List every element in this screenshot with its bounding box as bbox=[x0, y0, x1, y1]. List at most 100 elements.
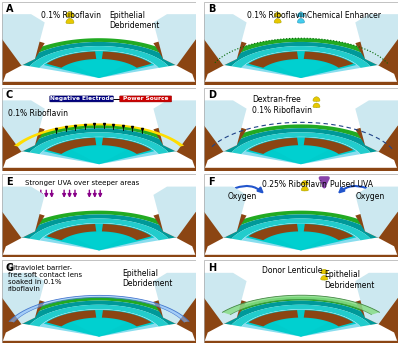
Polygon shape bbox=[304, 310, 353, 326]
Polygon shape bbox=[204, 100, 246, 152]
Polygon shape bbox=[2, 211, 45, 257]
Polygon shape bbox=[12, 297, 186, 323]
Text: Power Source: Power Source bbox=[123, 97, 168, 101]
Polygon shape bbox=[9, 295, 189, 322]
Polygon shape bbox=[241, 309, 360, 337]
Polygon shape bbox=[214, 211, 388, 237]
Polygon shape bbox=[274, 146, 328, 164]
Polygon shape bbox=[321, 275, 328, 280]
Polygon shape bbox=[2, 298, 45, 343]
Polygon shape bbox=[298, 18, 304, 23]
Polygon shape bbox=[355, 125, 398, 171]
Polygon shape bbox=[248, 138, 298, 154]
Polygon shape bbox=[232, 46, 370, 68]
Polygon shape bbox=[246, 51, 356, 78]
Text: C: C bbox=[6, 90, 13, 100]
Polygon shape bbox=[154, 187, 196, 238]
Text: D: D bbox=[208, 90, 216, 100]
Polygon shape bbox=[222, 295, 380, 315]
Text: G: G bbox=[6, 263, 14, 273]
Polygon shape bbox=[241, 137, 360, 164]
Polygon shape bbox=[222, 128, 380, 152]
Polygon shape bbox=[66, 12, 74, 17]
Polygon shape bbox=[2, 82, 196, 85]
Polygon shape bbox=[12, 38, 186, 65]
Polygon shape bbox=[304, 51, 353, 68]
Polygon shape bbox=[30, 305, 168, 327]
Polygon shape bbox=[355, 298, 398, 343]
Text: Epithelial
Debridement: Epithelial Debridement bbox=[109, 11, 159, 30]
Polygon shape bbox=[204, 125, 246, 171]
Polygon shape bbox=[66, 18, 74, 24]
Polygon shape bbox=[313, 103, 320, 108]
Polygon shape bbox=[355, 14, 398, 66]
Polygon shape bbox=[274, 60, 328, 78]
Polygon shape bbox=[204, 39, 246, 85]
Polygon shape bbox=[72, 146, 126, 164]
Polygon shape bbox=[20, 42, 178, 66]
Text: Pulsed UVA: Pulsed UVA bbox=[330, 180, 373, 189]
Text: Donor Lenticule: Donor Lenticule bbox=[262, 266, 323, 275]
Polygon shape bbox=[2, 14, 45, 66]
Polygon shape bbox=[355, 100, 398, 152]
Polygon shape bbox=[47, 310, 96, 326]
Polygon shape bbox=[20, 214, 178, 239]
Polygon shape bbox=[102, 51, 152, 68]
Polygon shape bbox=[204, 82, 398, 85]
Polygon shape bbox=[2, 187, 45, 238]
Polygon shape bbox=[204, 168, 398, 171]
Text: Ultraviolet barrier-
free soft contact lens
soaked in 0.1%
riboflavin: Ultraviolet barrier- free soft contact l… bbox=[8, 265, 82, 292]
Polygon shape bbox=[30, 218, 168, 240]
Polygon shape bbox=[154, 298, 196, 343]
Polygon shape bbox=[2, 168, 196, 171]
Polygon shape bbox=[72, 60, 126, 78]
Polygon shape bbox=[274, 232, 328, 250]
Polygon shape bbox=[30, 132, 168, 154]
Polygon shape bbox=[204, 255, 398, 257]
Text: 0.25% Riboflavin: 0.25% Riboflavin bbox=[262, 180, 327, 189]
Polygon shape bbox=[44, 310, 154, 337]
Polygon shape bbox=[154, 14, 196, 66]
Polygon shape bbox=[355, 211, 398, 257]
Polygon shape bbox=[20, 300, 178, 325]
Polygon shape bbox=[40, 223, 159, 250]
Polygon shape bbox=[154, 125, 196, 171]
Text: 0.1% Riboflavin: 0.1% Riboflavin bbox=[246, 11, 306, 20]
Polygon shape bbox=[47, 51, 96, 68]
Polygon shape bbox=[204, 187, 246, 238]
Polygon shape bbox=[222, 214, 380, 239]
Polygon shape bbox=[304, 224, 353, 240]
Polygon shape bbox=[2, 100, 45, 152]
Polygon shape bbox=[154, 211, 196, 257]
Polygon shape bbox=[40, 309, 159, 337]
Text: Dextran-free
0.1% Riboflavin: Dextran-free 0.1% Riboflavin bbox=[252, 96, 312, 115]
Polygon shape bbox=[40, 137, 159, 164]
Text: B: B bbox=[208, 4, 215, 14]
FancyBboxPatch shape bbox=[120, 96, 172, 102]
Polygon shape bbox=[20, 128, 178, 152]
Polygon shape bbox=[204, 14, 246, 66]
Text: H: H bbox=[208, 263, 216, 273]
Polygon shape bbox=[154, 100, 196, 152]
Polygon shape bbox=[102, 310, 152, 326]
Text: A: A bbox=[6, 4, 13, 14]
Text: 0.1% Riboflavin: 0.1% Riboflavin bbox=[8, 109, 68, 118]
Polygon shape bbox=[214, 125, 388, 151]
Polygon shape bbox=[355, 187, 398, 238]
Polygon shape bbox=[154, 273, 196, 324]
Polygon shape bbox=[274, 12, 281, 17]
Text: Chemical Enhancer: Chemical Enhancer bbox=[307, 11, 381, 20]
Polygon shape bbox=[321, 269, 328, 274]
Polygon shape bbox=[44, 224, 154, 250]
Text: Negative Electrode: Negative Electrode bbox=[50, 97, 114, 101]
Polygon shape bbox=[47, 138, 96, 154]
Polygon shape bbox=[154, 39, 196, 85]
Text: 0.1% Riboflavin: 0.1% Riboflavin bbox=[41, 11, 101, 20]
Polygon shape bbox=[204, 341, 398, 343]
Text: F: F bbox=[208, 177, 214, 187]
Polygon shape bbox=[44, 137, 154, 164]
Polygon shape bbox=[355, 39, 398, 85]
Polygon shape bbox=[301, 180, 308, 185]
Polygon shape bbox=[214, 297, 388, 323]
Text: Epithelial
Debridement: Epithelial Debridement bbox=[324, 270, 375, 290]
